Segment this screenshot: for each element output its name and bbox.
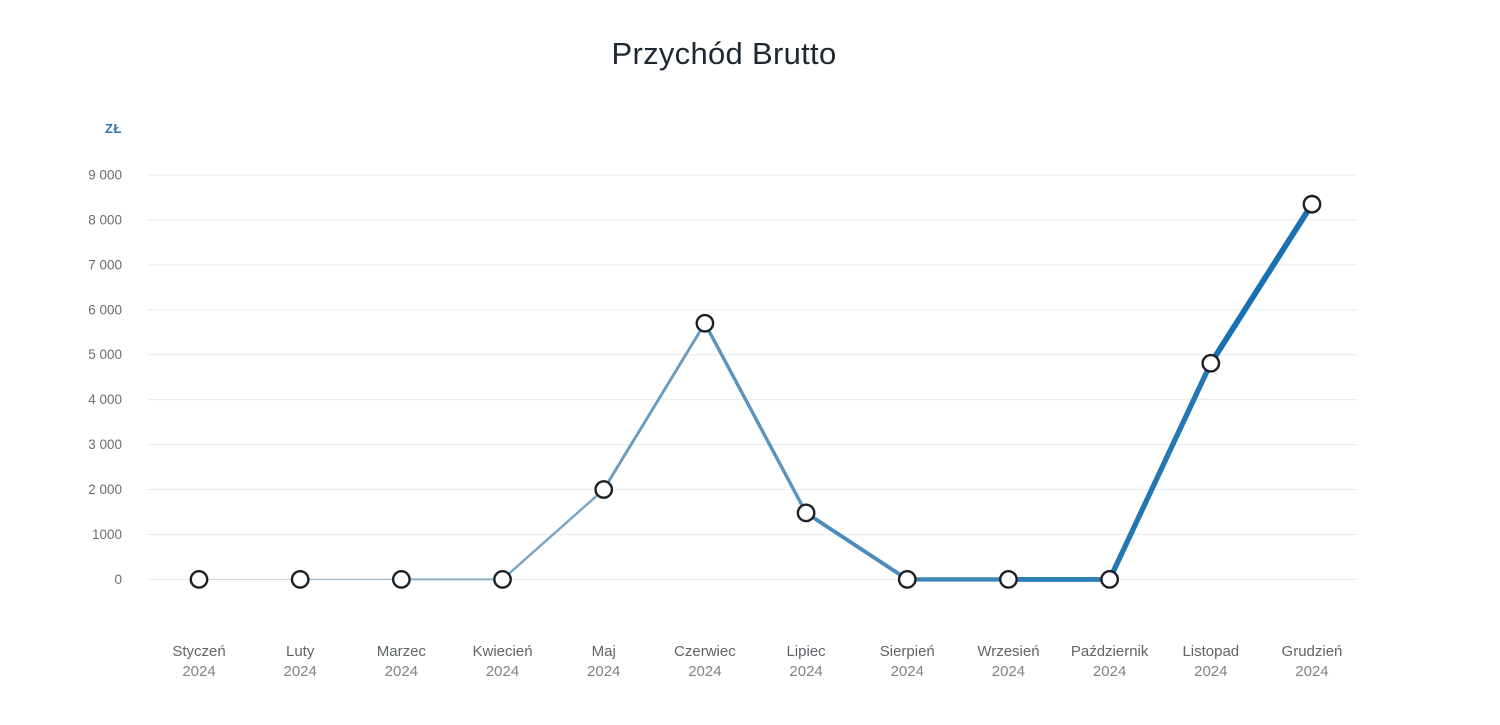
data-point-marker — [1100, 570, 1120, 589]
y-tick-label: 8 000 — [88, 212, 122, 227]
chart-title: Przychód Brutto — [611, 36, 837, 71]
data-point-marker — [493, 570, 512, 589]
x-tick-year: 2024 — [891, 663, 924, 680]
x-tick-year: 2024 — [789, 663, 822, 680]
data-point-marker — [999, 570, 1018, 589]
line-segment — [703, 321, 808, 515]
line-segment — [501, 488, 605, 581]
data-point-marker — [391, 570, 411, 589]
y-tick-label: 3 000 — [88, 437, 122, 452]
line-segment — [1207, 201, 1315, 367]
line-segment — [602, 321, 707, 491]
data-point-marker — [189, 570, 209, 589]
data-point-marker — [897, 570, 917, 589]
x-tick-year: 2024 — [385, 663, 418, 680]
x-tick-year: 2024 — [1093, 663, 1126, 680]
x-tick-month: Maj — [592, 643, 616, 660]
y-tick-label: 9 000 — [88, 168, 122, 183]
x-tick-year: 2024 — [587, 663, 620, 680]
x-tick-month: Październik — [1071, 643, 1149, 660]
y-tick-label: 5 000 — [88, 347, 122, 362]
data-point-marker — [1201, 353, 1221, 373]
x-tick-month: Czerwiec — [674, 643, 736, 660]
x-tick-month: Marzec — [377, 643, 427, 660]
x-tick-year: 2024 — [1194, 663, 1227, 680]
x-tick-year: 2024 — [1295, 663, 1328, 680]
x-tick-month: Luty — [286, 643, 315, 660]
x-tick-year: 2024 — [992, 663, 1025, 680]
y-tick-label: 2 000 — [88, 482, 122, 497]
line-segment — [1106, 360, 1214, 583]
x-tick-month: Lipiec — [786, 643, 826, 660]
y-tick-label: 4 000 — [88, 392, 122, 407]
data-point-marker — [1302, 194, 1322, 214]
y-tick-label: 6 000 — [88, 302, 122, 317]
data-point-marker — [594, 480, 614, 499]
x-tick-month: Kwiecień — [473, 643, 533, 660]
x-tick-month: Wrzesień — [977, 643, 1039, 660]
y-tick-label: 7 000 — [88, 257, 122, 272]
line-segment — [804, 510, 910, 582]
x-tick-month: Grudzień — [1282, 643, 1343, 660]
x-tick-year: 2024 — [486, 663, 519, 680]
y-axis-unit-label: ZŁ — [105, 121, 123, 136]
x-tick-month: Listopad — [1182, 643, 1239, 660]
x-tick-year: 2024 — [283, 663, 316, 680]
x-tick-year: 2024 — [182, 663, 215, 680]
x-tick-month: Sierpień — [880, 643, 935, 660]
y-tick-label: 1000 — [92, 527, 122, 542]
data-point-marker — [695, 313, 715, 333]
x-tick-year: 2024 — [688, 663, 721, 680]
y-tick-label: 0 — [114, 572, 122, 587]
data-point-marker — [796, 503, 816, 523]
x-tick-month: Styczeń — [172, 643, 225, 660]
data-point-marker — [290, 570, 310, 589]
